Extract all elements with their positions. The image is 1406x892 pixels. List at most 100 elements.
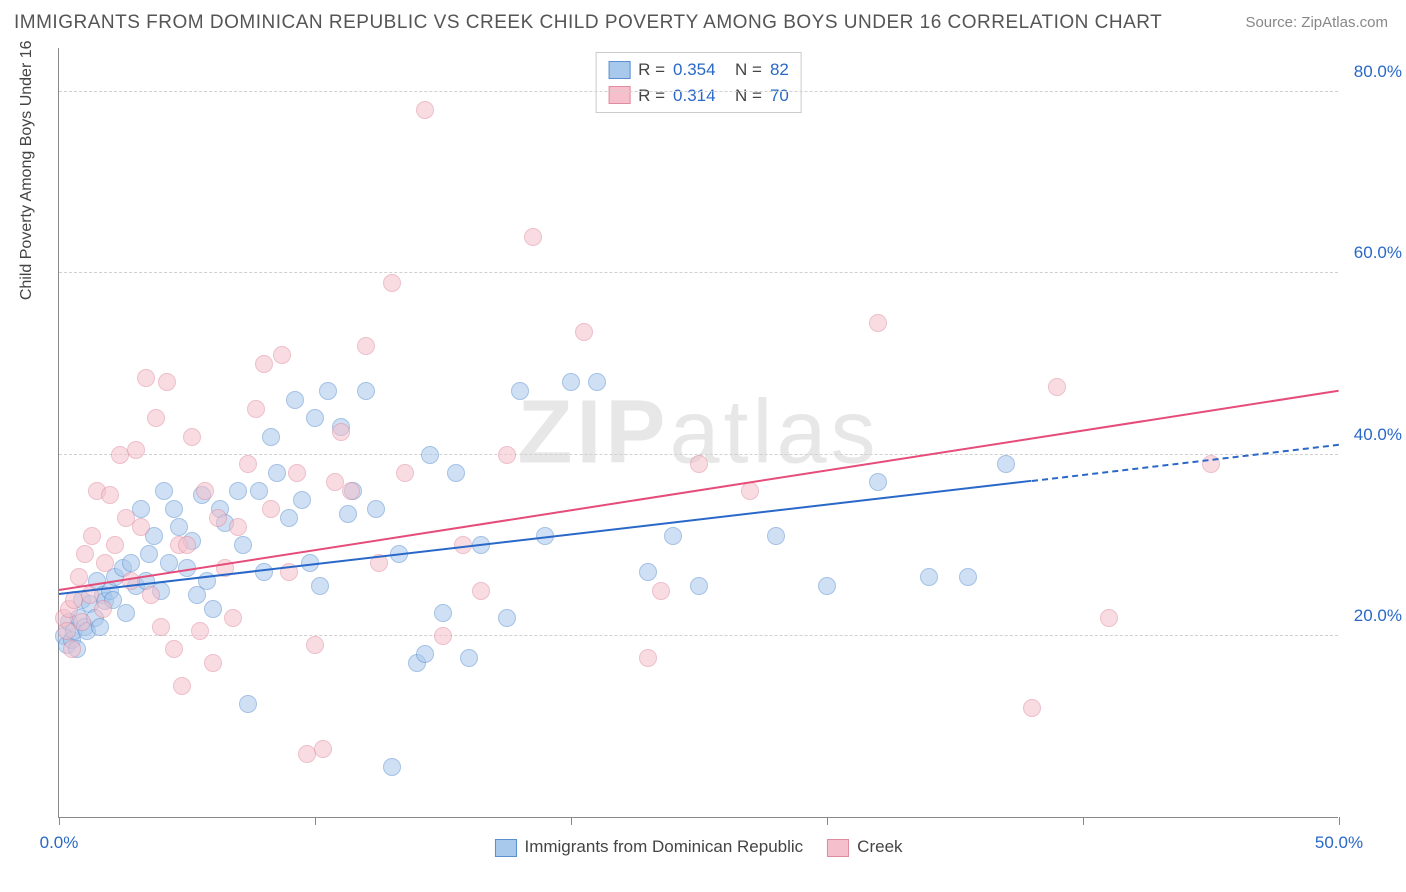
scatter-point-dominican — [160, 554, 178, 572]
chart-title: IMMIGRANTS FROM DOMINICAN REPUBLIC VS CR… — [14, 12, 1162, 34]
legend-series-label: Creek — [857, 837, 902, 856]
scatter-point-dominican — [250, 482, 268, 500]
y-tick-label: 60.0% — [1342, 243, 1402, 263]
scatter-point-creek — [63, 640, 81, 658]
scatter-point-creek — [96, 554, 114, 572]
legend-series-item: Creek — [827, 837, 902, 857]
n-label: N = — [735, 83, 762, 109]
scatter-point-dominican — [460, 649, 478, 667]
x-tick-label: 0.0% — [40, 833, 79, 853]
gridline — [59, 272, 1338, 273]
plot-area: ZIPatlas R =0.354N =82R =0.314N =70 Immi… — [58, 48, 1338, 818]
scatter-point-dominican — [416, 645, 434, 663]
scatter-point-dominican — [562, 373, 580, 391]
r-label: R = — [638, 83, 665, 109]
y-tick-label: 40.0% — [1342, 425, 1402, 445]
y-axis-label: Child Poverty Among Boys Under 16 — [18, 40, 36, 300]
scatter-point-dominican — [293, 491, 311, 509]
scatter-point-creek — [76, 545, 94, 563]
scatter-point-creek — [137, 369, 155, 387]
legend-stat-row: R =0.354N =82 — [608, 57, 789, 83]
scatter-point-creek — [191, 622, 209, 640]
scatter-point-creek — [869, 314, 887, 332]
scatter-point-creek — [209, 509, 227, 527]
y-tick-label: 20.0% — [1342, 606, 1402, 626]
scatter-point-creek — [262, 500, 280, 518]
scatter-point-dominican — [357, 382, 375, 400]
legend-series-item: Immigrants from Dominican Republic — [494, 837, 803, 857]
legend-swatch — [608, 86, 630, 104]
scatter-point-creek — [239, 455, 257, 473]
gridline — [59, 91, 1338, 92]
n-value: 70 — [770, 83, 789, 109]
scatter-point-dominican — [367, 500, 385, 518]
scatter-point-creek — [158, 373, 176, 391]
scatter-point-dominican — [869, 473, 887, 491]
scatter-point-creek — [196, 482, 214, 500]
y-tick-label: 80.0% — [1342, 62, 1402, 82]
x-tick — [59, 817, 60, 825]
scatter-point-dominican — [498, 609, 516, 627]
scatter-point-dominican — [511, 382, 529, 400]
scatter-point-dominican — [239, 695, 257, 713]
x-tick-label: 50.0% — [1315, 833, 1363, 853]
scatter-point-dominican — [280, 509, 298, 527]
scatter-point-creek — [575, 323, 593, 341]
scatter-point-creek — [101, 486, 119, 504]
scatter-point-dominican — [255, 563, 273, 581]
scatter-point-dominican — [434, 604, 452, 622]
scatter-point-creek — [152, 618, 170, 636]
scatter-point-creek — [332, 423, 350, 441]
scatter-point-creek — [741, 482, 759, 500]
scatter-point-creek — [147, 409, 165, 427]
legend-swatch — [608, 61, 630, 79]
scatter-point-creek — [1048, 378, 1066, 396]
legend-swatch — [827, 839, 849, 857]
scatter-point-creek — [357, 337, 375, 355]
scatter-point-creek — [524, 228, 542, 246]
scatter-point-creek — [639, 649, 657, 667]
scatter-point-creek — [132, 518, 150, 536]
scatter-point-creek — [73, 613, 91, 631]
scatter-point-creek — [416, 101, 434, 119]
scatter-point-creek — [165, 640, 183, 658]
legend-stat-row: R = 0.314 N = 70 — [608, 83, 789, 109]
scatter-point-dominican — [421, 446, 439, 464]
scatter-point-creek — [83, 527, 101, 545]
scatter-point-dominican — [383, 758, 401, 776]
scatter-point-dominican — [229, 482, 247, 500]
legend-series: Immigrants from Dominican Republic Creek — [494, 837, 902, 857]
scatter-point-creek — [183, 428, 201, 446]
scatter-point-creek — [472, 582, 490, 600]
scatter-point-dominican — [311, 577, 329, 595]
scatter-point-dominican — [155, 482, 173, 500]
scatter-point-creek — [255, 355, 273, 373]
scatter-point-dominican — [140, 545, 158, 563]
scatter-point-dominican — [268, 464, 286, 482]
source-label: Source: ZipAtlas.com — [1245, 14, 1388, 31]
scatter-point-dominican — [165, 500, 183, 518]
scatter-point-creek — [1100, 609, 1118, 627]
scatter-point-dominican — [690, 577, 708, 595]
legend-swatch — [494, 839, 516, 857]
x-tick — [1083, 817, 1084, 825]
scatter-point-dominican — [767, 527, 785, 545]
scatter-point-creek — [434, 627, 452, 645]
scatter-point-dominican — [664, 527, 682, 545]
x-tick — [827, 817, 828, 825]
scatter-point-creek — [94, 600, 112, 618]
gridline — [59, 635, 1338, 636]
scatter-point-dominican — [91, 618, 109, 636]
scatter-point-creek — [1023, 699, 1041, 717]
r-value: 0.314 — [673, 83, 727, 109]
scatter-point-creek — [306, 636, 324, 654]
scatter-point-dominican — [132, 500, 150, 518]
scatter-point-dominican — [588, 373, 606, 391]
scatter-point-creek — [127, 441, 145, 459]
scatter-point-creek — [396, 464, 414, 482]
scatter-point-creek — [690, 455, 708, 473]
scatter-point-dominican — [122, 554, 140, 572]
scatter-point-dominican — [959, 568, 977, 586]
x-tick — [1339, 817, 1340, 825]
scatter-point-creek — [247, 400, 265, 418]
